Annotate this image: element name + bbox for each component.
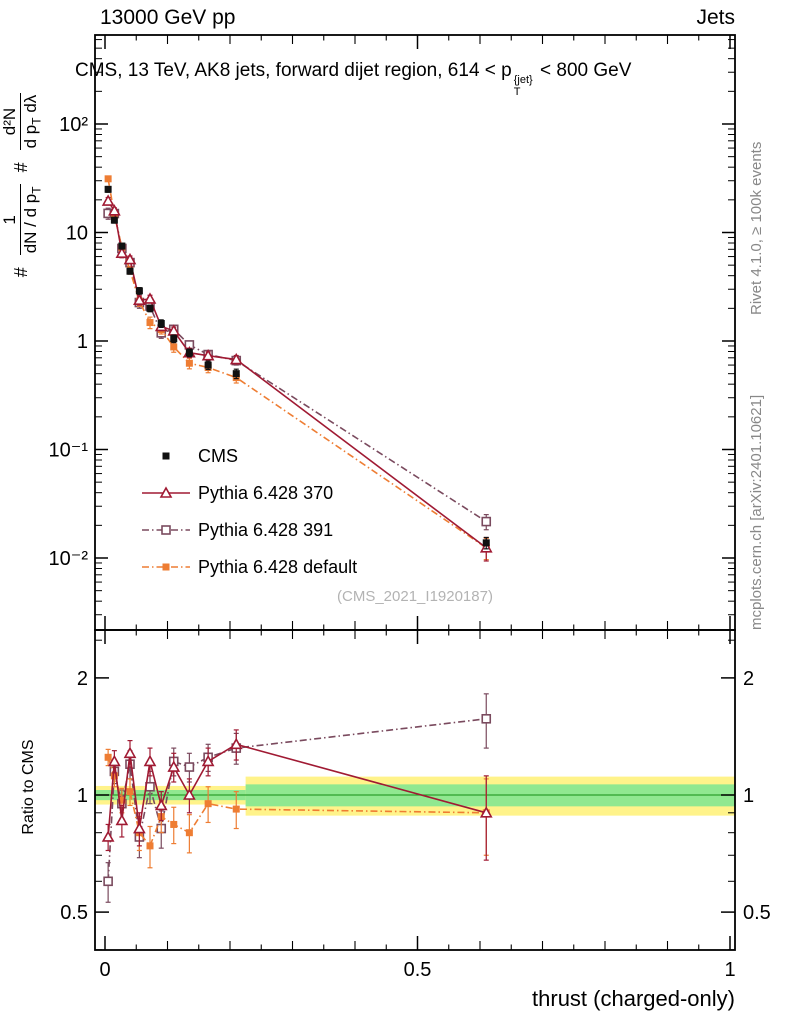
yaxis-f2-den: d pT dλ <box>19 92 44 151</box>
analysis-group-label: Jets <box>696 6 735 29</box>
svg-text:Pythia 6.428 391: Pythia 6.428 391 <box>198 520 333 540</box>
axis-tick-labels: 10² 10 1 10⁻¹ 10⁻² 0.5 0.5 1 1 2 2 0 0.5 1 <box>49 114 771 981</box>
svg-text:10⁻¹: 10⁻¹ <box>49 440 89 462</box>
svg-text:1: 1 <box>77 785 88 807</box>
yaxis-fraction-1: 1 dN / d pT <box>0 184 44 256</box>
yaxis-f2-num: d²N <box>0 107 19 136</box>
yaxis-hash-1: # <box>11 267 32 278</box>
plot-title-p: p <box>501 60 512 81</box>
svg-text:10⁻²: 10⁻² <box>49 548 89 570</box>
svg-text:0.5: 0.5 <box>404 959 432 981</box>
yaxis-hash-2: # <box>11 162 32 173</box>
series-main-cms <box>104 185 490 550</box>
yaxis-f1-num: 1 <box>0 215 19 225</box>
svg-text:0: 0 <box>99 959 110 981</box>
plot-title-sub: T <box>513 85 521 98</box>
svg-text:1: 1 <box>743 785 754 807</box>
svg-text:2: 2 <box>743 668 754 690</box>
axis-ticks <box>95 35 735 951</box>
svg-text:0.5: 0.5 <box>743 902 771 924</box>
mcplots-citation-label: mcplots.cern.ch [arXiv:2401.10621] <box>748 394 765 630</box>
plot-title-supsub: {jet} T <box>513 74 533 98</box>
svg-text:10: 10 <box>66 223 88 245</box>
x-axis-label: thrust (charged-only) <box>532 986 735 1011</box>
analysis-id-watermark: (CMS_2021_I1920187) <box>337 588 493 605</box>
series-main-pythia-6.428-370 <box>101 194 493 562</box>
ratio-y-axis-label: Ratio to CMS <box>20 739 37 835</box>
yaxis-fraction-2: d²N d pT dλ <box>0 92 44 151</box>
legend: CMS Pythia 6.428 370 Pythia 6.428 391 Pythi… <box>142 446 357 577</box>
svg-text:2: 2 <box>77 668 88 690</box>
plot-title-sup: {jet} <box>513 74 533 86</box>
svg-text:Pythia 6.428 370: Pythia 6.428 370 <box>198 483 333 503</box>
series-ratio-pythia-6.428-370 <box>101 729 493 861</box>
plot-title: CMS, 13 TeV, AK8 jets, forward dijet reg… <box>75 60 740 98</box>
rivet-version-label: Rivet 4.1.0, ≥ 100k events <box>748 141 765 315</box>
svg-text:10²: 10² <box>59 114 88 136</box>
plot-title-suffix: < 800 GeV <box>540 60 632 81</box>
beam-energy-label: 13000 GeV pp <box>100 6 236 29</box>
svg-text:1: 1 <box>77 331 88 353</box>
panel-frames <box>94 34 736 951</box>
plot-title-prefix: CMS, 13 TeV, AK8 jets, forward dijet reg… <box>75 60 496 81</box>
svg-text:1: 1 <box>724 959 735 981</box>
ratio-uncertainty-bands <box>95 776 735 816</box>
yaxis-f1-den: dN / d pT <box>19 184 44 256</box>
series-main-pythia-6.428-391 <box>103 207 492 531</box>
svg-text:Pythia 6.428 default: Pythia 6.428 default <box>198 557 357 577</box>
svg-text:CMS: CMS <box>198 446 238 466</box>
main-y-axis-label: # 1 dN / d pT # d²N d pT dλ <box>0 20 44 350</box>
svg-text:0.5: 0.5 <box>60 902 88 924</box>
